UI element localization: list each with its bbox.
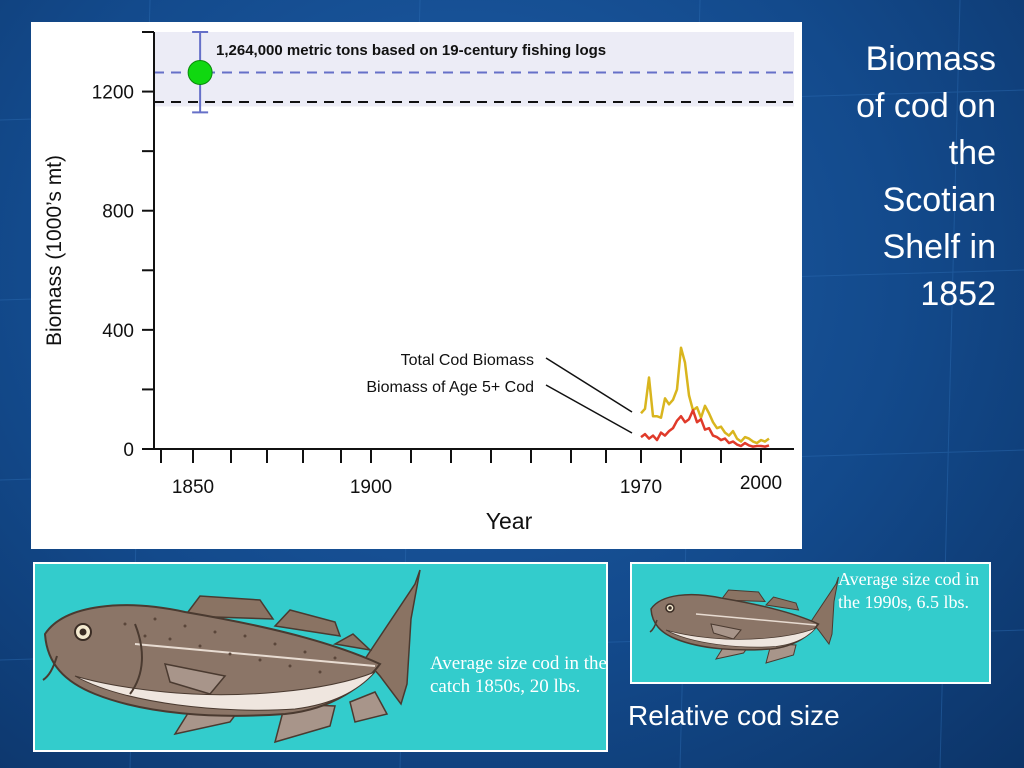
biomass-chart: 0 400 800 1200 1850 1900 1970 2000 Year Biomass (…: [43, 31, 794, 534]
large-cod-panel: Average size cod in the catch 1850s, 20 …: [33, 562, 608, 752]
chart-annotation: 1,264,000 metric tons based on 19-centur…: [216, 42, 606, 59]
y-tick-label: 400: [102, 321, 134, 342]
series-label-total-cod: Total Cod Biomass: [401, 352, 534, 369]
small-cod-panel: Average size cod in the 1990s, 6.5 lbs.: [630, 562, 991, 684]
x-tick-label: 1900: [350, 477, 392, 498]
historical-biomass-point: [187, 60, 213, 86]
slide-title-line: of cod on: [856, 87, 996, 125]
slide-title-line: Scotian: [882, 181, 996, 219]
leader-line-age5-cod: [545, 384, 633, 434]
historical-estimate-band: [154, 32, 794, 107]
small-cod-caption: Average size cod in the 1990s, 6.5 lbs.: [838, 569, 980, 612]
biomass-chart-panel: 0 400 800 1200 1850 1900 1970 2000 Year Biomass (…: [31, 22, 802, 549]
y-tick-label: 1200: [92, 83, 134, 104]
y-tick-label: 0: [123, 440, 134, 461]
slide-title-line: the: [948, 134, 996, 172]
slide-title-line: 1852: [920, 275, 996, 313]
series-line-total-cod: [640, 346, 770, 445]
x-tick-label: 1850: [172, 477, 214, 498]
leader-line-total-cod: [545, 357, 633, 413]
slide-title-line: Shelf in: [882, 228, 996, 266]
small-cod-icon: [649, 576, 839, 664]
large-cod-icon: [42, 569, 421, 744]
large-cod-caption: Average size cod in the catch 1850s, 20 …: [430, 653, 607, 697]
y-axis-label: Biomass (1000’s mt): [43, 155, 66, 346]
series-label-age5-cod: Biomass of Age 5+ Cod: [366, 379, 534, 396]
x-tick-label: 1970: [620, 477, 662, 498]
series-line-age5-cod: [640, 409, 770, 448]
slide-title-line: Biomass: [865, 40, 996, 78]
x-axis-label: Year: [486, 508, 533, 534]
x-tick-label: 2000: [740, 473, 782, 494]
slide-title: Biomass of cod on the Scotian Shelf in 1852: [808, 36, 996, 318]
y-tick-label: 800: [102, 202, 134, 223]
relative-cod-size-label: Relative cod size: [628, 700, 840, 731]
